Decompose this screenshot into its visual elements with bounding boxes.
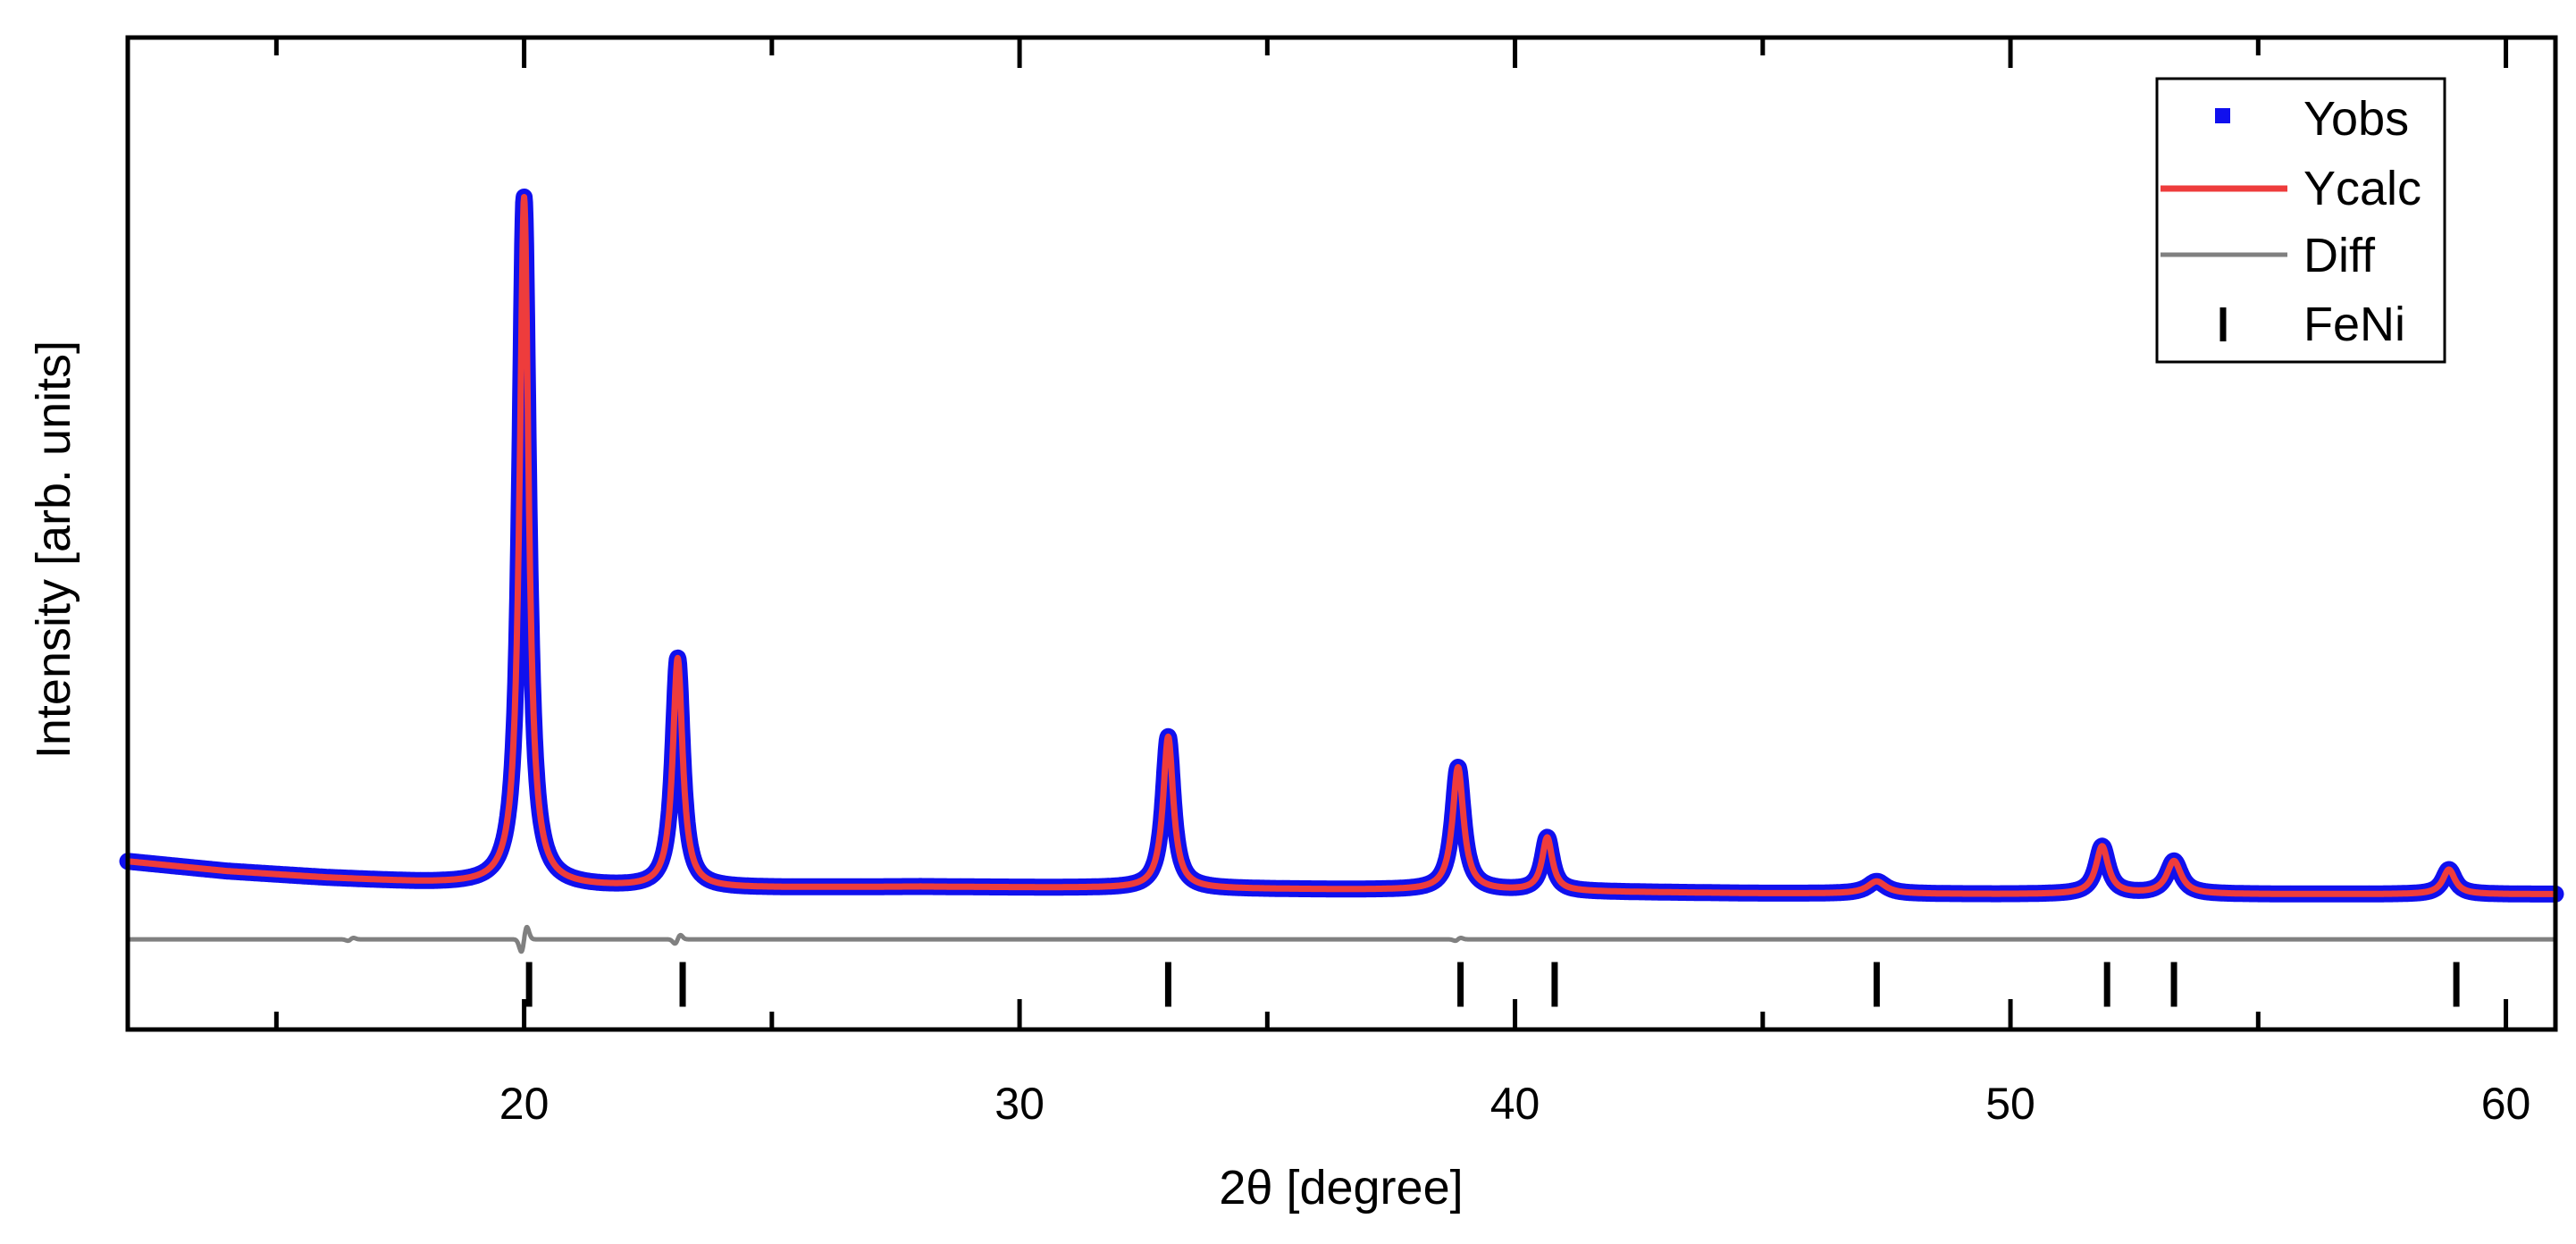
- legend: Yobs Ycalc Diff FeNi: [2155, 77, 2446, 364]
- legend-ycalc-label: Ycalc: [2303, 162, 2421, 215]
- diff-series: [126, 924, 2557, 954]
- x-tick-label: 50: [1985, 1079, 2035, 1129]
- y-axis-label: Intensity [arb. units]: [27, 340, 80, 759]
- x-axis-label: 2θ [degree]: [1219, 1161, 1463, 1215]
- plot-frame: [125, 35, 2558, 1032]
- legend-box: [2155, 77, 2446, 364]
- legend-diff-label: Diff: [2303, 229, 2376, 282]
- axis-ticks: 20 30 40 50 60: [273, 38, 2531, 1129]
- x-tick-label: 20: [499, 1079, 550, 1129]
- ycalc-series: [125, 194, 2558, 897]
- legend-yobs-marker: [2215, 108, 2230, 123]
- x-tick-label: 30: [994, 1079, 1045, 1129]
- x-tick-label: 60: [2481, 1079, 2531, 1129]
- data-layer: [119, 189, 2564, 1007]
- x-tick-label: 40: [1490, 1079, 1540, 1129]
- legend-feni-label: FeNi: [2303, 298, 2405, 351]
- legend-yobs-label: Yobs: [2303, 92, 2409, 146]
